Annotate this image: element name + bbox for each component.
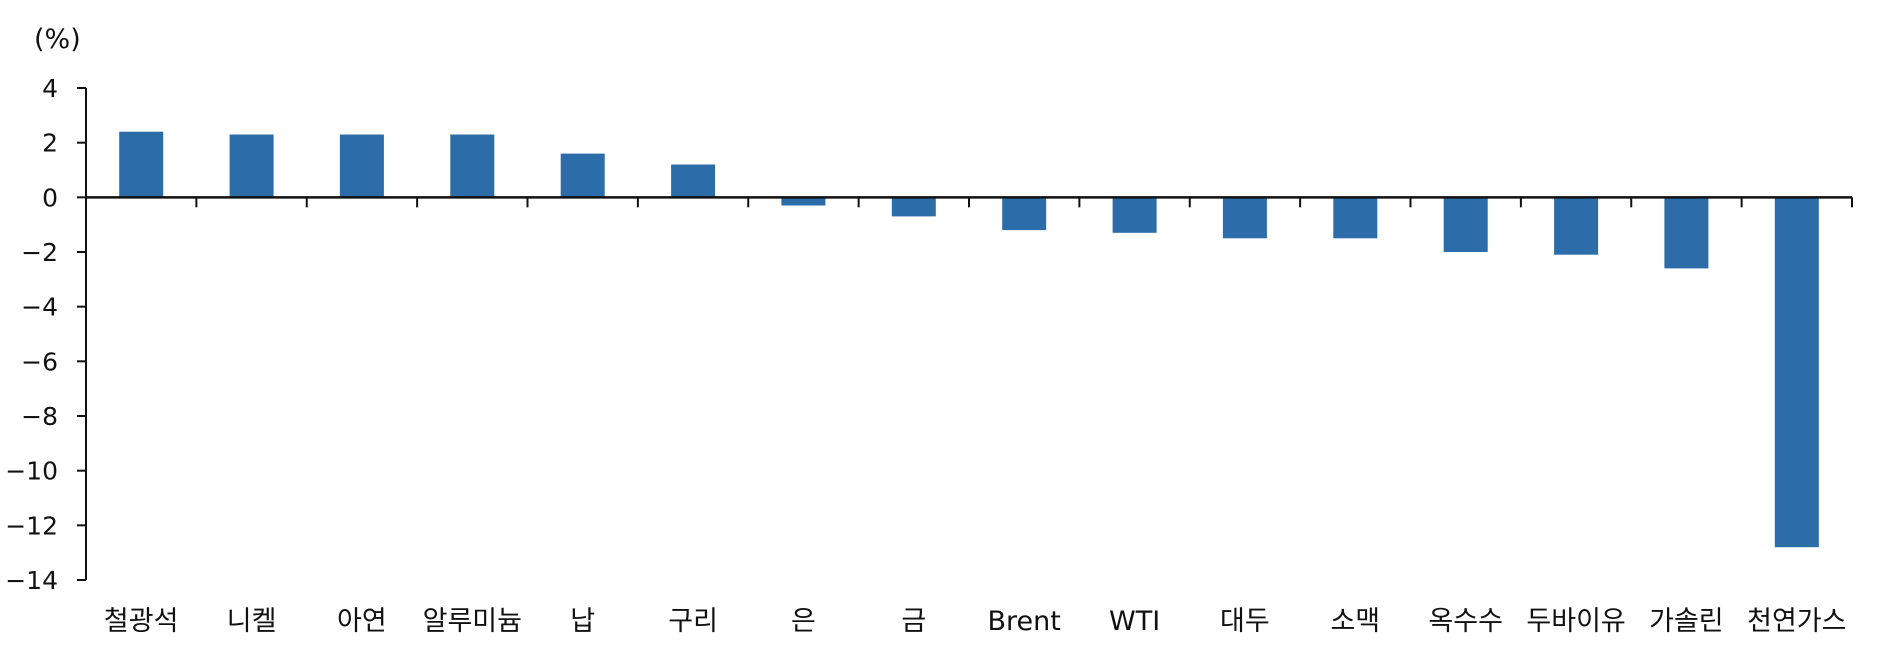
category-label-13: 두바이유 xyxy=(1526,606,1625,637)
bar-12 xyxy=(1443,197,1488,252)
category-label-9: WTI xyxy=(1109,606,1160,637)
y-tick-label-6: −8 xyxy=(21,402,58,431)
category-label-3: 알루미늄 xyxy=(423,606,522,637)
bar-7 xyxy=(891,197,936,217)
bar-11 xyxy=(1333,197,1378,239)
bar-13 xyxy=(1554,197,1599,255)
bar-10 xyxy=(1222,197,1267,239)
bar-0 xyxy=(119,131,164,198)
y-tick-label-2: 0 xyxy=(42,183,58,212)
bar-4 xyxy=(560,153,605,198)
category-label-0: 철광석 xyxy=(104,606,179,637)
bar-5 xyxy=(671,164,716,198)
y-tick-label-3: −2 xyxy=(21,238,58,267)
y-axis-unit-label: (%) xyxy=(34,24,81,55)
bar-14 xyxy=(1664,197,1709,269)
category-label-12: 옥수수 xyxy=(1428,606,1503,637)
y-tick-label-9: −14 xyxy=(5,566,58,595)
y-tick-label-0: 4 xyxy=(42,74,58,103)
bars-group xyxy=(119,131,1819,548)
category-label-5: 구리 xyxy=(668,606,718,637)
category-label-4: 납 xyxy=(570,606,595,637)
bar-2 xyxy=(339,134,384,198)
y-tick-label-4: −4 xyxy=(21,293,58,322)
category-label-2: 아연 xyxy=(337,606,387,637)
bar-1 xyxy=(229,134,274,198)
category-labels: 철광석 니켈 아연 알루미늄 납 구리 은 금 Brent WTI 대두 소맥 옥수수 두바이유 가솔린 천연… xyxy=(104,606,1847,637)
category-label-6: 은 xyxy=(791,606,816,637)
category-label-1: 니켈 xyxy=(227,606,277,637)
category-label-10: 대두 xyxy=(1220,606,1270,637)
y-axis-ticks: 4 2 0 −2 −4 −6 −8 −10 −12 −14 xyxy=(5,74,86,595)
category-label-15: 천연가스 xyxy=(1747,606,1846,637)
y-tick-label-5: −6 xyxy=(21,347,58,376)
category-label-14: 가솔린 xyxy=(1649,606,1724,637)
bar-6 xyxy=(781,197,826,206)
bar-3 xyxy=(450,134,495,198)
bar-8 xyxy=(1002,197,1047,231)
y-tick-label-8: −12 xyxy=(5,511,58,540)
category-label-8: Brent xyxy=(988,606,1061,637)
y-tick-label-7: −10 xyxy=(5,457,58,486)
x-axis-ticks xyxy=(195,197,1853,208)
category-label-7: 금 xyxy=(901,606,926,637)
y-tick-label-1: 2 xyxy=(42,129,58,158)
bar-15 xyxy=(1774,197,1819,548)
bar-9 xyxy=(1112,197,1157,233)
category-label-11: 소맥 xyxy=(1330,606,1380,637)
